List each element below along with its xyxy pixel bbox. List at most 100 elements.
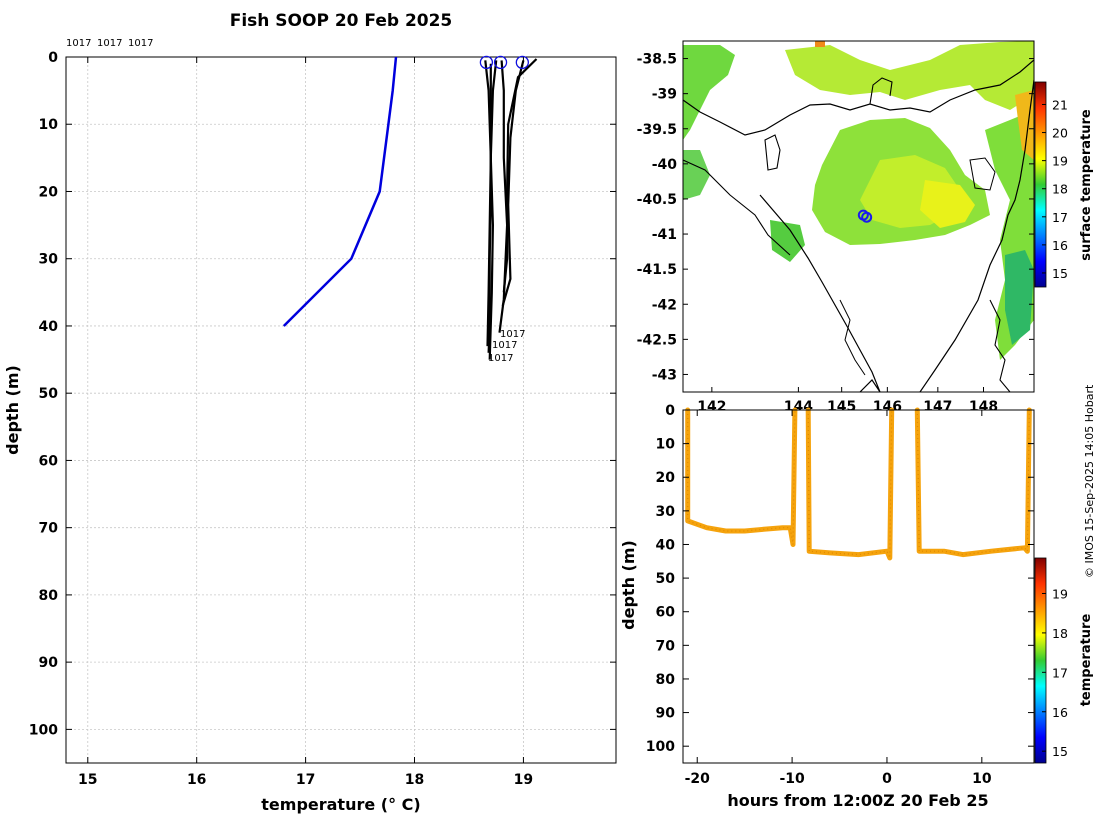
timeseries-y-tick-label: 10 bbox=[656, 437, 676, 453]
cast-labels: 1017 1017 1017 bbox=[488, 329, 525, 364]
temperature-colorbar-label: temperature bbox=[1079, 614, 1094, 707]
profile-y-tick-label: 70 bbox=[39, 521, 59, 537]
timeseries-y-tick-label: 90 bbox=[656, 706, 676, 722]
timeseries-y-tick-label: 20 bbox=[656, 470, 676, 486]
profile-chart: 15 16 17 18 19 0 10 20 30 40 50 60 70 80 90 100 1017 10… bbox=[3, 38, 617, 814]
profile-plot-frame bbox=[65, 56, 617, 764]
map-y-tick-label: -41.5 bbox=[637, 262, 677, 278]
timeseries-y-tick-label: 0 bbox=[665, 403, 675, 419]
timeseries-y-tick-label: 30 bbox=[656, 504, 676, 520]
sst-patch-corner bbox=[815, 41, 825, 47]
map-y-tick-label: -42 bbox=[652, 297, 677, 313]
profile-y-tick-label: 80 bbox=[39, 588, 59, 604]
profile-y-tick-label: 20 bbox=[39, 184, 59, 200]
map-y-tick-label: -40 bbox=[652, 157, 678, 173]
timeseries-frame bbox=[682, 409, 1035, 764]
timeseries-x-tick-label: 0 bbox=[882, 771, 892, 787]
profile-y-tick-label: 0 bbox=[48, 50, 58, 66]
profile-y-tick-label: 50 bbox=[39, 386, 59, 402]
cast-marker bbox=[479, 55, 494, 70]
top-label: 1017 bbox=[97, 38, 122, 49]
profile-line-cast bbox=[487, 63, 492, 353]
sst-patch-northwest bbox=[683, 45, 735, 140]
cast-label: 1017 bbox=[500, 329, 525, 340]
profile-y-tick-label: 30 bbox=[39, 252, 59, 268]
timeseries-y-tick-label: 70 bbox=[656, 638, 676, 654]
profile-x-tick-label: 15 bbox=[78, 772, 97, 788]
timeseries-y-tick-label: 60 bbox=[656, 605, 676, 621]
top-label: 1017 bbox=[128, 38, 153, 49]
timeseries-x-tick-label: 10 bbox=[972, 771, 992, 787]
map-y-tick-label: -38.5 bbox=[637, 52, 677, 68]
temperature-colorbar-tick-label: 17 bbox=[1052, 665, 1068, 680]
timeseries-y-tick-label: 100 bbox=[646, 739, 675, 755]
coastline-flinders-island bbox=[969, 157, 996, 191]
sst-patch-east-warm bbox=[1015, 90, 1034, 160]
timeseries-xlabel: hours from 12:00Z 20 Feb 25 bbox=[727, 791, 988, 810]
profile-x-tick-label: 19 bbox=[514, 772, 533, 788]
sst-colorbar-tick-label: 20 bbox=[1052, 126, 1068, 141]
profile-line-blue bbox=[282, 56, 398, 327]
sst-colorbar-tick-label: 19 bbox=[1052, 154, 1068, 169]
sst-colorbar-tick-label: 15 bbox=[1052, 266, 1068, 281]
sst-colorbar bbox=[1034, 81, 1047, 288]
top-labels: 1017 1017 1017 bbox=[66, 38, 153, 49]
timeseries-y-tick-label: 80 bbox=[656, 672, 676, 688]
sst-field bbox=[683, 41, 1034, 392]
profile-x-tick-label: 16 bbox=[187, 772, 206, 788]
temperature-colorbar-tick-label: 18 bbox=[1052, 626, 1068, 641]
profile-y-tick-label: 60 bbox=[39, 453, 59, 469]
top-label: 1017 bbox=[66, 38, 91, 49]
profile-x-tick-label: 18 bbox=[405, 772, 424, 788]
profile-line-cast bbox=[502, 58, 538, 293]
profile-y-tick-label: 10 bbox=[39, 117, 59, 133]
map-y-tick-label: -42.5 bbox=[637, 332, 677, 348]
map-y-tick-label: -41 bbox=[652, 227, 677, 243]
temperature-colorbar bbox=[1034, 557, 1047, 764]
sst-colorbar-tick-label: 16 bbox=[1052, 238, 1068, 253]
timeseries-y-tick-label: 50 bbox=[656, 571, 676, 587]
map-y-tick-label: -39 bbox=[652, 87, 677, 103]
map-chart: -38.5 -39 -39.5 -40 -40.5 -41 -41.5 -42 -42.5 -43… bbox=[637, 40, 1094, 415]
profile-xlabel: temperature (° C) bbox=[261, 795, 420, 814]
cast-marker bbox=[515, 55, 529, 70]
depth-track-dots bbox=[916, 409, 1030, 556]
map-y-tick-label: -39.5 bbox=[637, 122, 677, 138]
timeseries-x-tick-label: -10 bbox=[779, 771, 805, 787]
map-y-tick-label: -43 bbox=[652, 367, 677, 383]
profile-ylabel: depth (m) bbox=[3, 365, 22, 455]
profile-x-tick-label: 17 bbox=[296, 772, 315, 788]
coastline-port-phillip bbox=[869, 77, 893, 105]
timeseries-x-tick-label: -20 bbox=[685, 771, 711, 787]
profile-y-tick-label: 40 bbox=[39, 319, 59, 335]
depth-track-dots bbox=[687, 409, 796, 545]
coastline-tasmania bbox=[759, 79, 1034, 392]
credit-text: © IMOS 15-Sep-2025 14:05 Hobart bbox=[1083, 384, 1096, 578]
coastline-victoria bbox=[683, 59, 1034, 136]
sst-patch-north bbox=[785, 41, 1034, 110]
sst-colorbar-label: surface temperature bbox=[1079, 109, 1094, 261]
cast-marker bbox=[493, 55, 508, 70]
timeseries-ylabel: depth (m) bbox=[619, 540, 638, 630]
sst-colorbar-tick-label: 18 bbox=[1052, 182, 1068, 197]
coastline-tasman-peninsula bbox=[989, 299, 1011, 392]
map-frame bbox=[682, 40, 1035, 393]
coastline-southwest bbox=[839, 299, 866, 376]
figure-title: Fish SOOP 20 Feb 2025 bbox=[230, 11, 453, 31]
map-y-tick-label: -40.5 bbox=[637, 192, 677, 208]
sst-colorbar-tick-label: 21 bbox=[1052, 97, 1068, 112]
temperature-colorbar-tick-label: 16 bbox=[1052, 705, 1068, 720]
coastline-king-island bbox=[764, 134, 781, 171]
sst-patch-east-cool bbox=[1005, 250, 1034, 345]
profile-y-tick-label: 90 bbox=[39, 655, 59, 671]
profile-y-tick-label: 100 bbox=[29, 722, 58, 738]
depth-track bbox=[805, 407, 895, 561]
sst-colorbar-tick-label: 17 bbox=[1052, 210, 1068, 225]
cast-label: 1017 bbox=[492, 340, 517, 351]
cast-label: 1017 bbox=[488, 353, 513, 364]
temperature-colorbar-tick-label: 15 bbox=[1052, 744, 1068, 759]
sst-patch-yellow-2 bbox=[920, 180, 975, 228]
temperature-colorbar-tick-label: 19 bbox=[1052, 586, 1068, 601]
